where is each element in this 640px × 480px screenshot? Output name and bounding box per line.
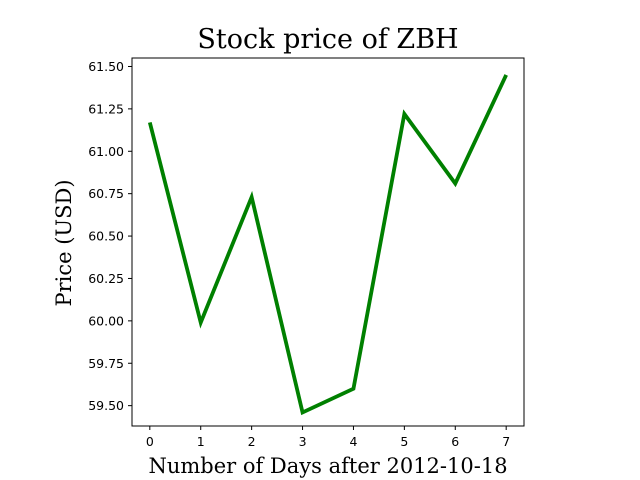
y-tick-label: 61.50	[88, 59, 124, 74]
y-axis-label: Price (USD)	[52, 179, 76, 306]
x-tick-label: 0	[146, 434, 154, 449]
y-tick-label: 59.50	[88, 398, 124, 413]
x-tick-label: 1	[197, 434, 205, 449]
series-layer	[147, 74, 508, 416]
chart-title: Stock price of ZBH	[197, 24, 458, 55]
x-axis-label: Number of Days after 2012-10-18	[148, 454, 507, 478]
x-tick-label: 3	[299, 434, 307, 449]
series-line	[147, 74, 508, 416]
y-tick-label: 60.00	[88, 313, 124, 328]
x-tick-label: 7	[502, 434, 510, 449]
x-tick-label: 2	[248, 434, 256, 449]
y-axis-ticks: 59.50 59.75 60.00 60.25 60.50 60.75 61.00 61.25…	[88, 59, 132, 413]
x-tick-label: 5	[400, 434, 408, 449]
y-tick-label: 60.25	[88, 271, 124, 286]
x-tick-label: 6	[451, 434, 459, 449]
y-tick-label: 60.50	[88, 229, 124, 244]
y-tick-label: 59.75	[88, 356, 124, 371]
plot-area-frame	[131, 57, 525, 427]
y-tick-label: 60.75	[88, 186, 124, 201]
y-tick-label: 61.00	[88, 144, 124, 159]
x-tick-label: 4	[349, 434, 357, 449]
x-axis-ticks: 0 1 2 3 4 5 6 7	[146, 426, 510, 449]
y-tick-label: 61.25	[88, 101, 124, 116]
